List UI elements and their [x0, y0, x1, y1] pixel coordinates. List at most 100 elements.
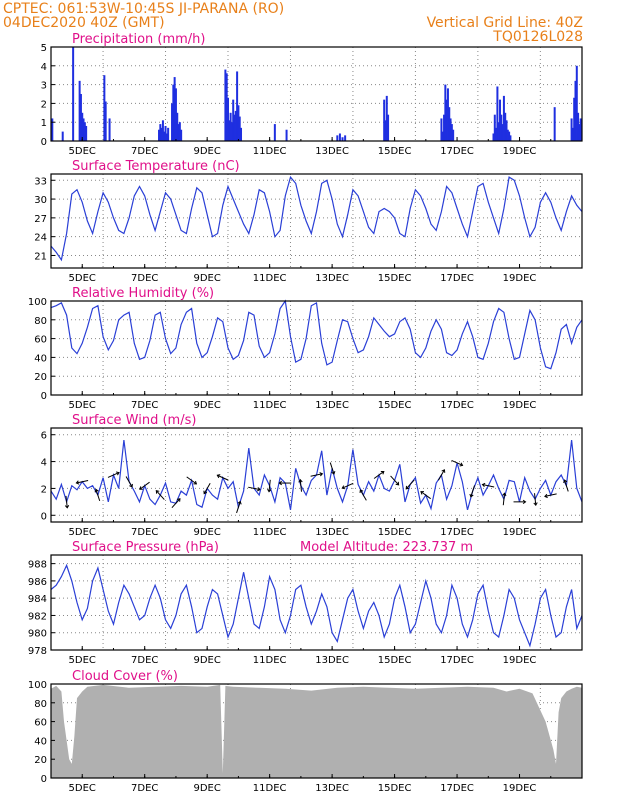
precip-bar — [82, 118, 85, 141]
wind-arrow — [544, 493, 557, 497]
humidity-xtick-label: 11DEC — [253, 400, 287, 411]
precip-bar — [443, 114, 446, 141]
humidity-ytick-label: 80 — [34, 316, 47, 327]
precip-bar — [61, 131, 64, 141]
precipitation-xtick-label: 17DEC — [440, 146, 474, 157]
temperature-ytick-label: 21 — [34, 251, 47, 262]
precip-bar — [496, 86, 499, 141]
wind-arrow — [236, 501, 241, 514]
precipitation-ytick-label: 1 — [41, 118, 47, 129]
precipitation-xtick-label: 9DEC — [193, 146, 220, 157]
humidity-ytick-label: 0 — [41, 391, 47, 402]
precip-bar — [229, 112, 232, 141]
humidity-xtick-label: 7DEC — [131, 400, 158, 411]
precip-bar — [445, 99, 448, 141]
wind-ytick-label: 4 — [41, 458, 47, 469]
wind-arrow — [438, 469, 445, 481]
wind-arrow — [125, 476, 133, 488]
precip-bar — [577, 112, 580, 141]
precip-bar — [444, 84, 447, 141]
cloud-cover-title: Cloud Cover (%) — [72, 669, 178, 684]
precipitation-panel: Precipitation (mm/h) 0 1 2 3 4 5 5DEC 7DEC 9DEC 11… — [41, 32, 583, 157]
precip-bar — [502, 95, 505, 141]
wind-xtick-label: 5DEC — [69, 527, 96, 538]
precip-bar — [446, 88, 449, 141]
temperature-title: Surface Temperature (nC) — [72, 159, 240, 174]
pressure-xtick-label: 15DEC — [378, 655, 412, 666]
temperature-ytick-label: 27 — [34, 214, 47, 225]
precip-bar — [338, 133, 341, 141]
precip-bar — [78, 80, 81, 141]
header-right1: Vertical Grid Line: 40Z — [427, 15, 583, 31]
precip-bar — [452, 129, 455, 141]
precipitation-frame — [50, 46, 583, 142]
temperature-ytick-label: 24 — [34, 233, 47, 244]
wind-panel: Surface Wind (m/s) 0 2 4 6 5DEC 7DEC 9DEC 11DEC 1… — [41, 413, 583, 538]
precipitation-ytick-label: 2 — [41, 99, 47, 110]
wind-arrow — [534, 493, 537, 506]
precip-bar — [172, 84, 175, 141]
precip-bar — [158, 129, 161, 141]
cloud-cover-xtick-label: 7DEC — [131, 783, 158, 794]
pressure-xtick-label: 7DEC — [131, 655, 158, 666]
temperature-xtick-label: 15DEC — [378, 273, 412, 284]
precip-bar — [285, 129, 288, 141]
precip-bar — [81, 112, 84, 141]
precip-bar — [165, 133, 168, 141]
humidity-xtick-label: 17DEC — [440, 400, 474, 411]
pressure-xtick-label: 13DEC — [315, 655, 349, 666]
precip-bar — [570, 118, 573, 141]
precip-bar — [234, 110, 237, 141]
pressure-ytick-label: 988 — [28, 560, 47, 571]
humidity-ytick-label: 40 — [34, 353, 47, 364]
precip-bar — [85, 125, 88, 141]
cloud-cover-area — [51, 684, 582, 778]
wind-arrow — [405, 479, 415, 490]
cloud-cover-ytick-label: 0 — [41, 774, 47, 785]
precip-bar — [508, 131, 511, 141]
precip-bar — [575, 65, 578, 141]
precip-bar — [167, 127, 170, 141]
model-altitude: Model Altitude: 223.737 m — [300, 540, 473, 555]
pressure-xtick-label: 19DEC — [503, 655, 537, 666]
precip-bar — [384, 120, 387, 141]
precip-bar — [344, 135, 347, 141]
cloud-cover-ytick-label: 40 — [34, 736, 47, 747]
pressure-xtick-label: 9DEC — [193, 655, 220, 666]
cloud-cover-xtick-label: 15DEC — [378, 783, 412, 794]
precip-bar — [163, 131, 166, 141]
precipitation-ytick-label: 5 — [41, 43, 47, 54]
temperature-xtick-label: 17DEC — [440, 273, 474, 284]
precip-bar — [449, 118, 452, 141]
precipitation-xtick-label: 5DEC — [69, 146, 96, 157]
precip-bar — [238, 116, 241, 141]
wind-arrow — [65, 495, 68, 508]
precip-bar — [497, 122, 500, 141]
precip-bar — [173, 77, 176, 141]
temperature-series-line — [50, 175, 583, 262]
precip-bar — [161, 120, 164, 141]
humidity-xtick-label: 19DEC — [503, 400, 537, 411]
precip-bar — [178, 122, 181, 141]
wind-xtick-label: 9DEC — [193, 527, 220, 538]
humidity-frame — [50, 300, 583, 396]
wind-arrow — [342, 482, 354, 489]
precip-bar — [450, 124, 453, 141]
pressure-xtick-label: 5DEC — [69, 655, 96, 666]
wind-arrow — [420, 491, 431, 500]
temperature-xtick-label: 7DEC — [131, 273, 158, 284]
precip-bar — [83, 122, 86, 141]
precipitation-xtick-label: 13DEC — [315, 146, 349, 157]
wind-arrow — [76, 479, 89, 484]
wind-arrow — [139, 481, 150, 490]
temperature-ytick-label: 30 — [34, 195, 47, 206]
precip-bar — [79, 94, 82, 141]
precipitation-title: Precipitation (mm/h) — [72, 32, 205, 47]
precip-bar — [387, 114, 390, 141]
pressure-xtick-label: 11DEC — [253, 655, 287, 666]
precip-bar — [493, 114, 496, 141]
precip-bar — [240, 127, 243, 141]
precip-bar — [164, 125, 167, 141]
precipitation-xtick-label: 7DEC — [131, 146, 158, 157]
